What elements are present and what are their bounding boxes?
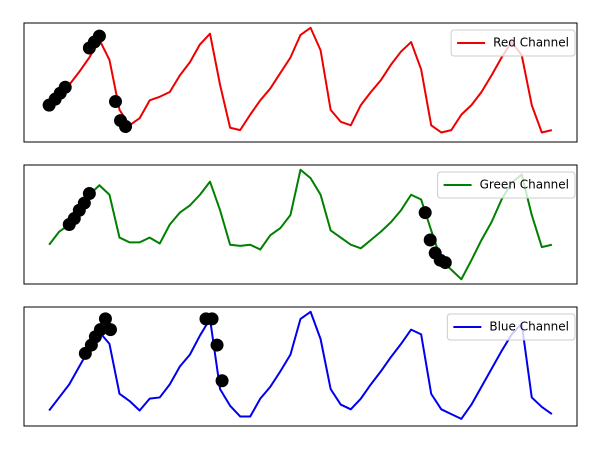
legend: Blue Channel xyxy=(446,313,576,341)
legend-label: Red Channel xyxy=(493,36,569,50)
axes-frame xyxy=(23,22,578,143)
marker xyxy=(210,338,224,352)
marker xyxy=(205,312,219,326)
marker xyxy=(82,187,96,201)
marker xyxy=(92,29,106,43)
marker xyxy=(98,312,112,326)
legend-box xyxy=(446,313,576,341)
marker xyxy=(58,80,72,94)
marker xyxy=(423,233,437,247)
series-line xyxy=(48,26,553,134)
subplot: Green Channel xyxy=(23,164,578,285)
series-line xyxy=(48,310,553,420)
axes-frame xyxy=(23,306,578,427)
subplot: Red Channel xyxy=(23,22,578,143)
legend-box xyxy=(437,171,576,199)
legend: Green Channel xyxy=(437,171,576,199)
marker xyxy=(119,120,133,134)
legend: Red Channel xyxy=(450,29,576,57)
legend-box xyxy=(450,29,576,57)
marker xyxy=(215,374,229,388)
marker xyxy=(103,323,117,337)
marker xyxy=(438,256,452,270)
marker xyxy=(108,95,122,109)
legend-label: Green Channel xyxy=(480,178,569,192)
marker xyxy=(77,196,91,210)
legend-label: Blue Channel xyxy=(489,320,569,334)
axes-frame xyxy=(23,164,578,285)
marker xyxy=(93,323,107,337)
subplot: Blue Channel xyxy=(23,306,578,427)
series-line xyxy=(48,168,553,281)
marker xyxy=(418,206,432,220)
